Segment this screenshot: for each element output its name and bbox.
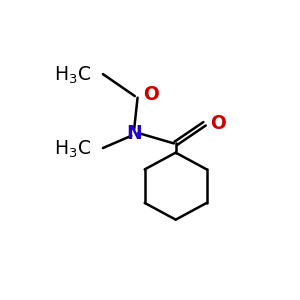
Text: $\mathrm{H_3C}$: $\mathrm{H_3C}$ [54, 139, 92, 160]
Text: O: O [210, 114, 226, 133]
Text: $\mathrm{H_3C}$: $\mathrm{H_3C}$ [54, 64, 92, 86]
Text: O: O [143, 85, 159, 104]
Text: N: N [126, 124, 142, 142]
